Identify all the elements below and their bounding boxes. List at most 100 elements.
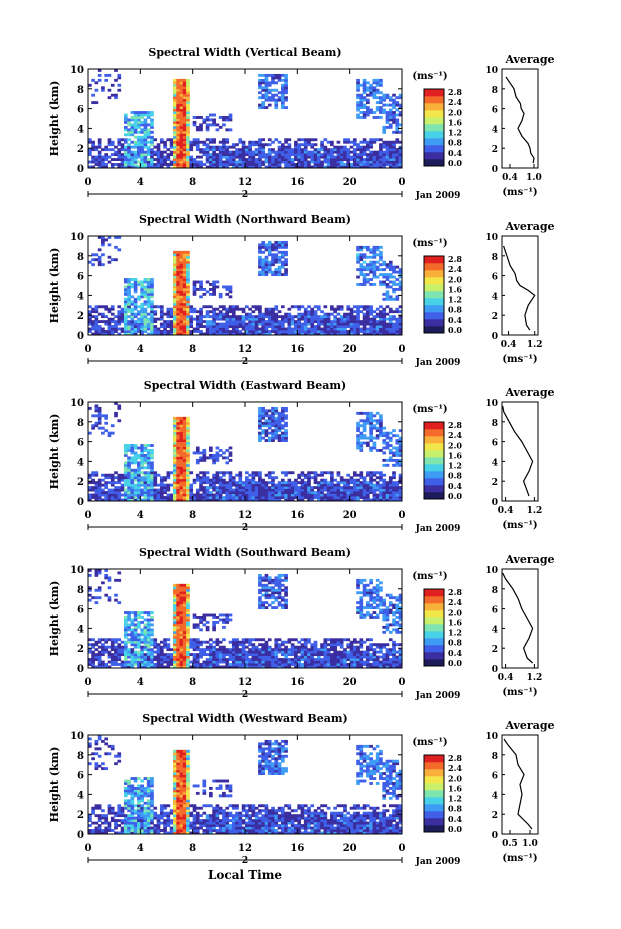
- heatmap-cell: [254, 481, 259, 485]
- heatmap-cell: [176, 297, 180, 301]
- heatmap-cell: [320, 310, 324, 314]
- heatmap-cell: [189, 483, 194, 487]
- heatmap-cell: [169, 327, 174, 331]
- heatmap-cell: [392, 143, 396, 147]
- heatmap-cell: [392, 111, 396, 114]
- heatmap-cell: [166, 332, 171, 336]
- heatmap-cell: [179, 98, 184, 102]
- heatmap-cell: [117, 601, 122, 605]
- heatmap-cell: [267, 160, 272, 164]
- colorbar-swatch: [424, 89, 444, 97]
- heatmap-cell: [241, 322, 246, 326]
- heatmap-cell: [392, 476, 396, 480]
- heatmap-cell: [336, 305, 341, 309]
- heatmap-cell: [280, 101, 285, 105]
- heatmap-cell: [182, 317, 187, 321]
- heatmap-cell: [280, 78, 285, 82]
- heatmap-cell: [182, 275, 187, 279]
- heatmap-cell: [379, 491, 383, 494]
- heatmap-cell: [277, 245, 282, 249]
- heatmap-cell: [303, 158, 308, 161]
- heatmap-cell: [182, 653, 187, 657]
- heatmap-cell: [176, 663, 180, 666]
- heatmap-cell: [238, 155, 243, 159]
- heatmap-cell: [146, 486, 151, 490]
- heatmap-cell: [395, 310, 400, 314]
- heatmap-cell: [176, 108, 180, 112]
- heatmap-cell: [150, 653, 154, 657]
- heatmap-cell: [130, 633, 135, 637]
- heatmap-cell: [173, 78, 177, 82]
- heatmap-cell: [117, 165, 122, 169]
- heatmap-cell: [192, 116, 197, 119]
- heatmap-cell: [366, 317, 370, 321]
- heatmap-cell: [330, 478, 334, 482]
- heatmap-cell: [123, 650, 128, 654]
- heatmap-cell: [133, 128, 138, 132]
- heatmap-cell: [264, 76, 269, 80]
- heatmap-cell: [382, 498, 387, 502]
- heatmap-cell: [294, 325, 298, 328]
- heatmap-cell: [110, 431, 115, 435]
- heatmap-cell: [179, 658, 184, 661]
- heatmap-cell: [186, 320, 190, 324]
- heatmap-cell: [284, 163, 288, 166]
- heatmap-cell: [310, 498, 315, 502]
- heatmap-cell: [209, 283, 213, 286]
- heatmap-cell: [362, 113, 367, 117]
- heatmap-cell: [91, 473, 95, 477]
- heatmap-cell: [310, 320, 315, 324]
- heatmap-cell: [359, 446, 364, 450]
- heatmap-cell: [290, 315, 295, 319]
- heatmap-cell: [366, 140, 370, 144]
- heatmap-cell: [258, 245, 262, 249]
- heatmap-cell: [97, 493, 102, 497]
- heatmap-cell: [150, 327, 154, 331]
- heatmap-cell: [120, 653, 125, 657]
- heatmap-cell: [202, 496, 207, 499]
- heatmap-cell: [179, 138, 184, 142]
- heatmap-cell: [245, 486, 249, 490]
- heatmap-cell: [369, 491, 373, 494]
- heatmap-cell: [143, 611, 148, 614]
- heatmap-cell: [287, 145, 292, 149]
- heatmap-cell: [156, 645, 161, 649]
- heatmap-cell: [215, 488, 220, 492]
- heatmap-cell: [264, 165, 269, 169]
- heatmap-cell: [163, 143, 167, 147]
- heatmap-cell: [238, 325, 243, 328]
- heatmap-cell: [186, 287, 190, 291]
- heatmap-cell: [114, 145, 118, 149]
- heatmap-cell: [146, 483, 151, 487]
- heatmap-cell: [267, 253, 272, 257]
- heatmap-cell: [264, 268, 269, 272]
- heatmap-cell: [173, 86, 177, 90]
- heatmap-cell: [199, 483, 203, 487]
- heatmap-cell: [271, 158, 275, 161]
- heatmap-cell: [173, 312, 177, 316]
- heatmap-cell: [356, 268, 360, 272]
- heatmap-cell: [274, 160, 279, 164]
- heatmap-cell: [173, 586, 177, 590]
- heatmap-cell: [199, 165, 203, 169]
- heatmap-cell: [182, 456, 187, 460]
- heatmap-cell: [166, 653, 171, 657]
- heatmap-cell: [362, 148, 367, 152]
- heatmap-cell: [261, 421, 266, 425]
- heatmap-cell: [346, 153, 351, 157]
- heatmap-cell: [372, 498, 377, 502]
- heatmap-cell: [114, 645, 118, 649]
- heatmap-cell: [127, 148, 131, 152]
- heatmap-cell: [199, 123, 203, 127]
- heatmap-cell: [218, 449, 223, 452]
- heatmap-cell: [362, 96, 367, 100]
- heatmap-cell: [287, 148, 292, 152]
- heatmap-cell: [163, 491, 167, 494]
- heatmap-cell: [88, 315, 92, 319]
- heatmap-cell: [280, 426, 285, 430]
- heatmap-cell: [228, 322, 233, 326]
- heatmap-cell: [179, 322, 184, 326]
- heatmap-cell: [156, 665, 161, 669]
- heatmap-cell: [379, 111, 383, 114]
- heatmap-cell: [231, 143, 236, 147]
